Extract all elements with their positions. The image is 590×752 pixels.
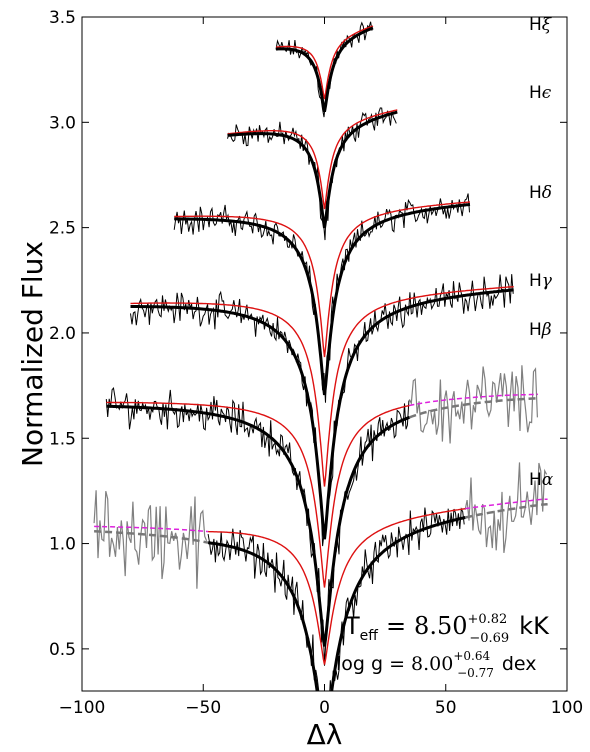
model-extension-alt [94,525,209,533]
teff-annotation: Teff = 8.50+0.82 −0.69 kK [344,612,550,646]
model-extension-alt [409,393,538,407]
model-alt-fit [208,508,466,665]
x-tick-label: 0 [319,698,330,718]
y-tick-label: 1.0 [49,535,76,555]
model-alt-fit [174,201,471,358]
observed-excluded-spectrum [93,490,208,589]
teff-label: T [344,612,360,640]
teff-sub: eff [360,628,379,644]
y-tick-label: 0.5 [49,640,76,660]
logg-minus: −0.77 [457,666,494,680]
model-best-fit [207,516,466,691]
tick-labels: −100 −50 0 50 100 0.5 1.0 1.5 2.0 2.5 3.0 3.5 [49,8,583,718]
balmer-line-α [93,462,548,691]
model-alt-fit [227,109,398,210]
logg-unit: dex [502,653,537,675]
y-tick-label: 2.5 [49,219,76,239]
line-label-ξ: Hξ [529,15,553,35]
model-alt-fit [130,286,514,487]
line-label-β: Hβ [529,320,552,340]
observed-excluded-spectrum [408,365,538,444]
teff-minus: −0.69 [469,631,509,646]
line-labels: Hξ Hϵ Hδ Hγ Hβ Hα [529,15,554,490]
logg-label: log g [336,653,383,675]
axis-ticks [81,16,568,691]
logg-eq: = [389,653,405,675]
line-label-α: Hα [529,470,554,490]
y-tick-label: 3.0 [49,113,76,133]
x-axis-label: Δλ [307,718,343,751]
y-axis-label: Normalized Flux [16,241,49,467]
teff-value: 8.50 [414,612,467,640]
teff-plus: +0.82 [467,612,507,627]
line-label-ϵ: Hϵ [529,83,552,103]
logg-value: 8.00 [411,653,453,675]
x-tick-label: −100 [59,698,106,718]
model-best-fit [130,288,514,540]
logg-plus: +0.64 [453,649,490,663]
teff-eq: = [386,612,406,640]
model-extension-best [94,530,209,544]
teff-unit: kK [519,612,550,640]
balmer-line-β [105,365,538,666]
model-best-fit [106,404,410,647]
x-tick-label: −50 [185,698,221,718]
balmer-line-γ [130,274,514,547]
line-label-δ: Hδ [529,183,552,203]
balmer-line-ξ [275,21,374,118]
y-tick-label: 3.5 [49,8,76,28]
observed-spectrum [227,107,397,241]
model-best-fit [276,26,374,113]
x-tick-label: 100 [551,698,583,718]
balmer-line-ϵ [227,107,398,241]
y-tick-label: 2.0 [49,324,76,344]
model-extension-alt [465,498,548,510]
logg-annotation: log g = 8.00+0.64 −0.77 dex [336,649,537,680]
model-extension-best [464,502,548,519]
model-alt-fit [275,25,374,100]
plot-content [93,21,548,691]
model-alt-fit [106,401,410,588]
line-label-γ: Hγ [529,271,553,291]
model-best-fit [227,110,398,229]
x-tick-label: 50 [435,698,457,718]
observed-excluded-spectrum [464,462,548,553]
model-extension-best [408,397,538,419]
balmer-line-δ [173,193,471,403]
y-tick-label: 1.5 [49,429,76,449]
model-best-fit [174,203,471,396]
